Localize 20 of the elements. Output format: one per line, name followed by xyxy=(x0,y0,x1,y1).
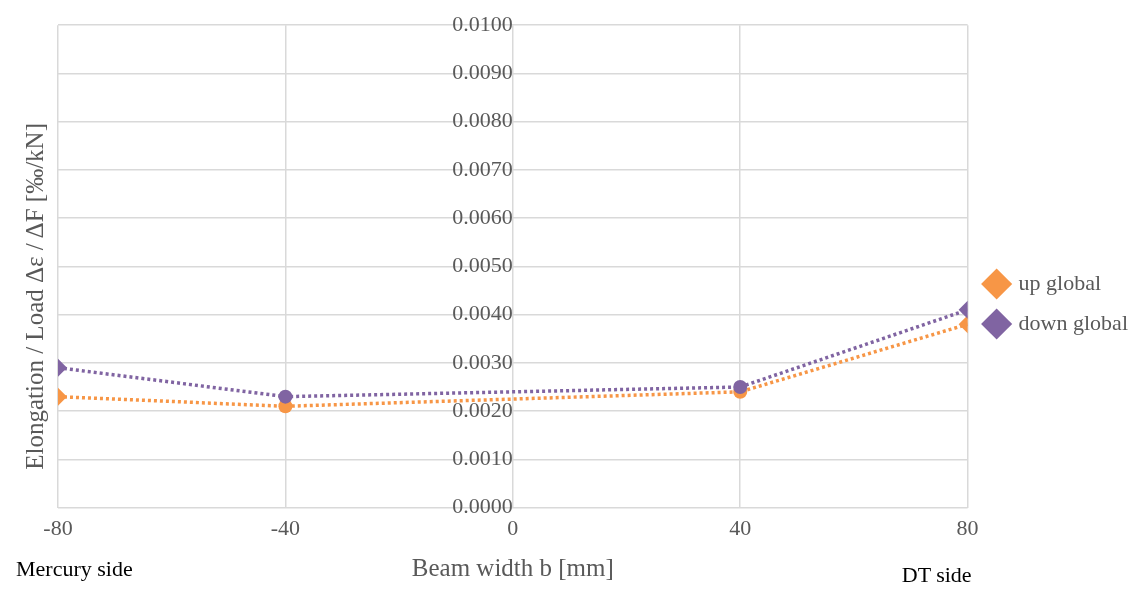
text: Mercury side xyxy=(16,555,133,581)
text: DT side xyxy=(901,561,972,587)
x-tick-label: 80 xyxy=(956,514,979,540)
x-tick-label: 40 xyxy=(729,514,752,540)
y-tick-label: 0.0010 xyxy=(452,445,513,471)
y-tick-label: 0.0070 xyxy=(452,155,513,181)
y-tick-label: 0.0020 xyxy=(452,396,513,422)
y-tick-label: 0.0040 xyxy=(452,300,513,326)
y-tick-label: 0.0030 xyxy=(452,348,513,374)
legend-label: up global xyxy=(1018,269,1102,295)
x-tick-label: -40 xyxy=(270,514,301,540)
y-tick-label: 0.0100 xyxy=(452,10,513,36)
y-tick-label: 0.0080 xyxy=(452,107,513,133)
legend-label: down global xyxy=(1018,309,1129,335)
y-tick-label: 0.0060 xyxy=(452,203,513,229)
y-axis-title: Elongation / Load Δε / ΔF [‰/kN] xyxy=(20,123,48,470)
y-tick-label: 0.0050 xyxy=(452,252,513,278)
x-tick-label: -80 xyxy=(43,514,73,540)
x-axis-title: Beam width b [mm] xyxy=(411,553,614,581)
y-tick-label: 0.0090 xyxy=(452,59,513,85)
